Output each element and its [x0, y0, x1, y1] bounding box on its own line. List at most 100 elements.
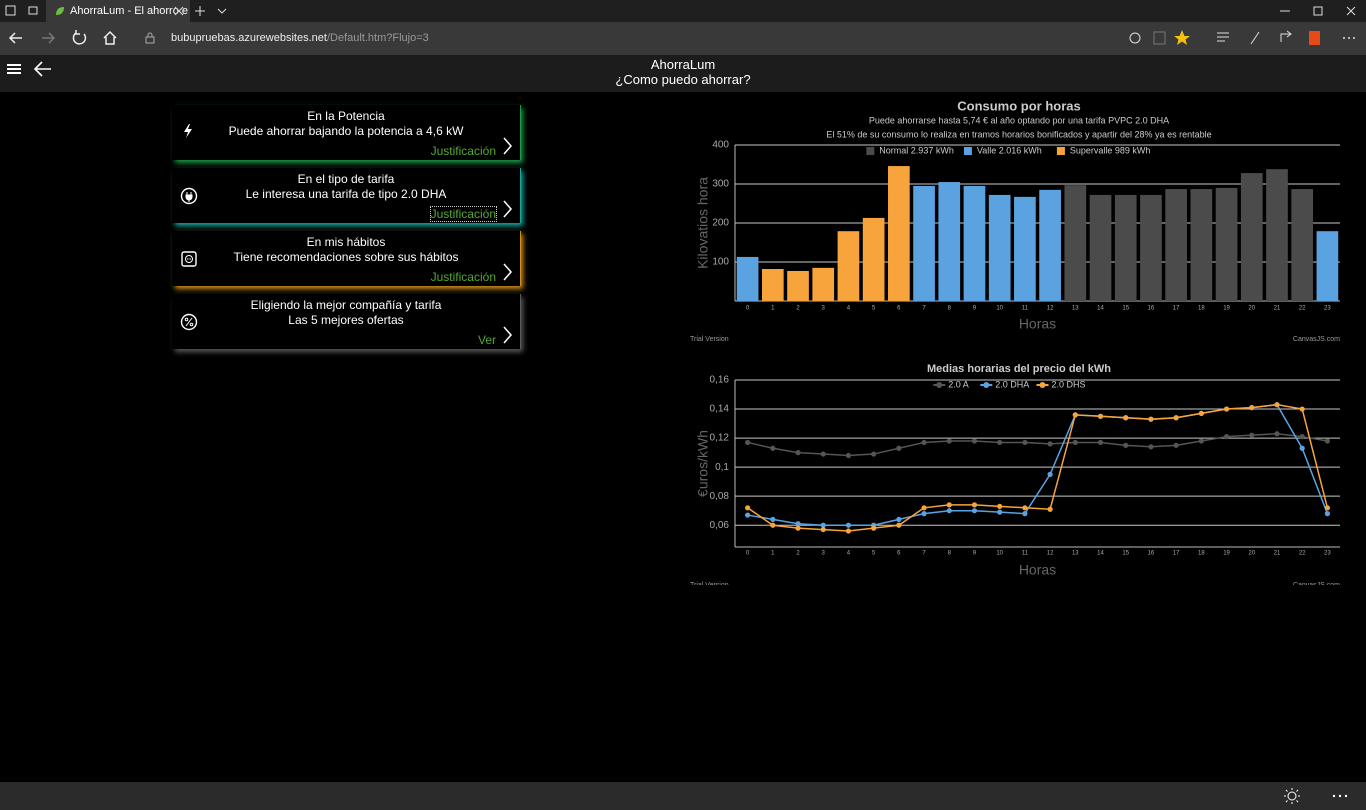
bar	[1039, 189, 1061, 301]
point	[770, 522, 776, 528]
bar	[1316, 231, 1339, 301]
point	[871, 451, 877, 457]
icon-circle	[189, 322, 194, 327]
icon-path	[72, 30, 87, 45]
card-link[interactable]: Justificación	[430, 144, 496, 158]
tab-close[interactable]	[174, 6, 184, 16]
x-tick-label: 18	[1198, 551, 1205, 557]
icon-rect	[1153, 31, 1166, 45]
new-tab[interactable]	[190, 0, 240, 22]
tab-icons[interactable]	[0, 0, 46, 22]
tab-strip: AhorraLum - El ahorro e	[0, 0, 1366, 22]
icon-circle	[1287, 791, 1297, 801]
window-controls[interactable]	[1270, 0, 1366, 22]
card-title: En mis hábitos	[306, 235, 386, 249]
y-axis-label: Kilovatios hora	[695, 177, 711, 269]
x-tick-label: 10	[996, 551, 1003, 557]
icon-path	[174, 6, 184, 16]
y-tick-label: 0,16	[710, 375, 730, 386]
card-text: Las 5 mejores ofertas	[288, 313, 404, 327]
recommendation-card[interactable]: En el tipo de tarifa Le interesa una tari…	[172, 168, 520, 223]
app-title: AhorraLum	[650, 57, 716, 72]
y-tick-label: 0,06	[710, 520, 730, 531]
point	[1324, 505, 1330, 511]
point	[921, 439, 927, 446]
icon-rect	[5, 5, 16, 16]
app-nav[interactable]	[0, 55, 60, 92]
point	[971, 508, 978, 514]
x-tick-label: 1	[771, 551, 775, 557]
icon-path	[8, 32, 22, 44]
y-tick-label: 200	[712, 218, 729, 229]
x-tick-label: 15	[1122, 551, 1129, 557]
recommendation-card[interactable]: Eligiendo la mejor compañía y tarifa Las …	[172, 294, 520, 349]
card-chevron	[503, 137, 512, 155]
icon-circle	[189, 258, 191, 260]
bar	[1014, 196, 1036, 301]
point	[1173, 415, 1179, 421]
card-link[interactable]: Justificación	[429, 206, 498, 222]
y-tick-label: 300	[712, 179, 729, 190]
point	[1223, 434, 1230, 440]
url[interactable]: bubupruebas.azurewebsites.net/Default.ht…	[171, 22, 429, 55]
bar	[812, 267, 835, 301]
recommendation-card[interactable]: En la Potencia Puede ahorrar bajando la p…	[172, 105, 520, 160]
point	[997, 503, 1003, 509]
icon-path	[1250, 31, 1260, 45]
icon-path	[33, 61, 51, 77]
legend-dot	[936, 382, 943, 388]
series-line	[747, 432, 1328, 457]
recommendation-card[interactable]: En mis hábitos Tiene recomendaciones sobr…	[172, 231, 520, 286]
point	[971, 438, 978, 444]
x-tick-label: 14	[1097, 306, 1104, 312]
bar	[963, 185, 986, 301]
bar	[1165, 189, 1187, 301]
point	[745, 505, 751, 511]
card-link[interactable]: Ver	[477, 333, 496, 347]
x-tick-label: 16	[1148, 306, 1155, 312]
x-tick-label: 4	[847, 551, 851, 557]
bar	[736, 256, 759, 301]
card-icon	[180, 187, 198, 205]
legend-label: 2.0 DHS	[1052, 379, 1086, 389]
icon-circle	[1344, 794, 1348, 798]
toolbar-icons[interactable]	[1125, 22, 1366, 55]
chart-title: Consumo por horas	[957, 98, 1081, 113]
point	[1097, 439, 1104, 446]
icon-path	[1217, 32, 1229, 42]
card-text: Le interesa una tarifa de tipo 2.0 DHA	[245, 187, 447, 201]
x-tick-label: 22	[1299, 551, 1306, 557]
point	[795, 521, 801, 527]
x-tick-label: 15	[1122, 306, 1129, 312]
x-tick-label: 9	[973, 551, 977, 557]
line-chart: Medias horarias del precio del kWh 0,06 0,…	[690, 363, 1340, 585]
point	[997, 509, 1003, 515]
point	[1047, 506, 1053, 512]
card-link[interactable]: Justificación	[430, 270, 496, 284]
url-path: /Default.htm?Flujo=3	[326, 32, 429, 44]
bar	[988, 194, 1011, 301]
icon-circle	[1343, 37, 1345, 39]
active-tab[interactable]: AhorraLum - El ahorro e	[46, 0, 190, 22]
nav-buttons[interactable]	[0, 22, 140, 55]
legend-swatch	[866, 147, 875, 155]
point	[820, 522, 826, 528]
x-tick-label: 7	[922, 551, 926, 557]
point	[1324, 438, 1330, 444]
chart-title: Medias horarias del precio del kWh	[927, 363, 1111, 375]
point	[1047, 471, 1053, 477]
app-subtitle: ¿Como puedo ahorrar?	[615, 72, 751, 87]
bottom-icons[interactable]	[1280, 786, 1360, 806]
x-tick-label: 2	[796, 306, 800, 312]
point	[1198, 410, 1204, 416]
bar	[761, 269, 784, 301]
icon-path	[184, 124, 192, 138]
x-tick-label: 14	[1097, 551, 1104, 557]
legend-swatch	[963, 147, 972, 155]
icon-circle	[187, 258, 189, 260]
point	[1148, 444, 1154, 450]
point	[1299, 406, 1305, 412]
icon-path	[1174, 30, 1190, 45]
bar	[1215, 187, 1238, 301]
